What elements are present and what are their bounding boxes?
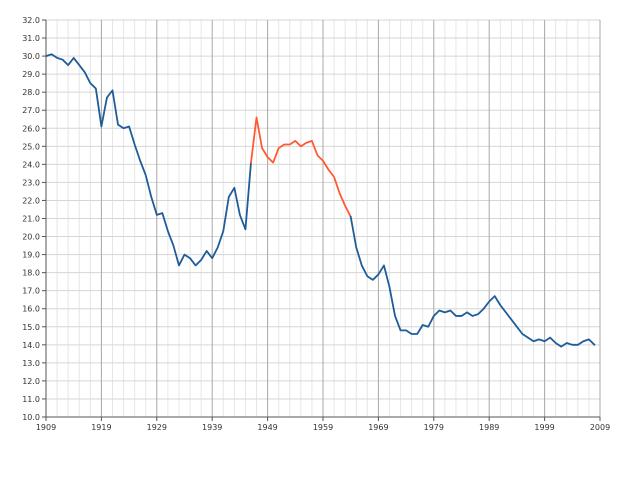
- series-line-0: [45, 53, 252, 267]
- x-tick-labels: 1909 1919 1929 1939 1949 1959 1969 1979 1989 1999…: [36, 423, 610, 432]
- x-tick-label: 1929: [147, 423, 167, 432]
- x-tick-label: 1949: [257, 423, 277, 432]
- axes: [42, 19, 601, 421]
- y-tick-label: 32.0: [22, 16, 40, 25]
- x-tick-label: 2009: [590, 423, 610, 432]
- y-tick-label: 19.0: [22, 251, 40, 260]
- y-tick-label: 17.0: [22, 287, 40, 296]
- x-tick-label: 1979: [424, 423, 444, 432]
- y-tick-label: 13.0: [22, 359, 40, 368]
- y-tick-label: 31.0: [22, 34, 40, 43]
- x-tick-label: 1999: [534, 423, 554, 432]
- y-tick-label: 30.0: [22, 52, 40, 61]
- x-tick-label: 1989: [479, 423, 499, 432]
- series-line-2: [349, 215, 596, 348]
- y-tick-label: 11.0: [22, 395, 40, 404]
- y-tick-label: 25.0: [22, 142, 40, 151]
- y-tick-label: 15.0: [22, 323, 40, 332]
- x-tick-label: 1959: [313, 423, 333, 432]
- y-tick-label: 21.0: [22, 215, 40, 224]
- series-line-1: [250, 116, 352, 218]
- y-tick-label: 28.0: [22, 88, 40, 97]
- x-tick-label: 1909: [36, 423, 56, 432]
- y-tick-label: 29.0: [22, 70, 40, 79]
- y-tick-label: 27.0: [22, 106, 40, 115]
- x-tick-label: 1939: [202, 423, 222, 432]
- y-tick-label: 24.0: [22, 160, 40, 169]
- x-tick-label: 1969: [368, 423, 388, 432]
- y-tick-label: 14.0: [22, 341, 40, 350]
- y-tick-label: 12.0: [22, 377, 40, 386]
- major-gridlines: [45, 19, 601, 418]
- y-tick-label: 18.0: [22, 269, 40, 278]
- y-tick-label: 10.0: [22, 413, 40, 422]
- y-tick-label: 26.0: [22, 124, 40, 133]
- y-tick-label: 16.0: [22, 305, 40, 314]
- x-tick-label: 1919: [91, 423, 111, 432]
- series-lines: [45, 53, 596, 348]
- y-tick-label: 20.0: [22, 233, 40, 242]
- y-tick-label: 23.0: [22, 178, 40, 187]
- y-tick-labels: 10.0 11.0 12.0 13.0 14.0 15.0 16.0 17.0 18.0 19.0…: [22, 16, 40, 422]
- y-tick-label: 22.0: [22, 196, 40, 205]
